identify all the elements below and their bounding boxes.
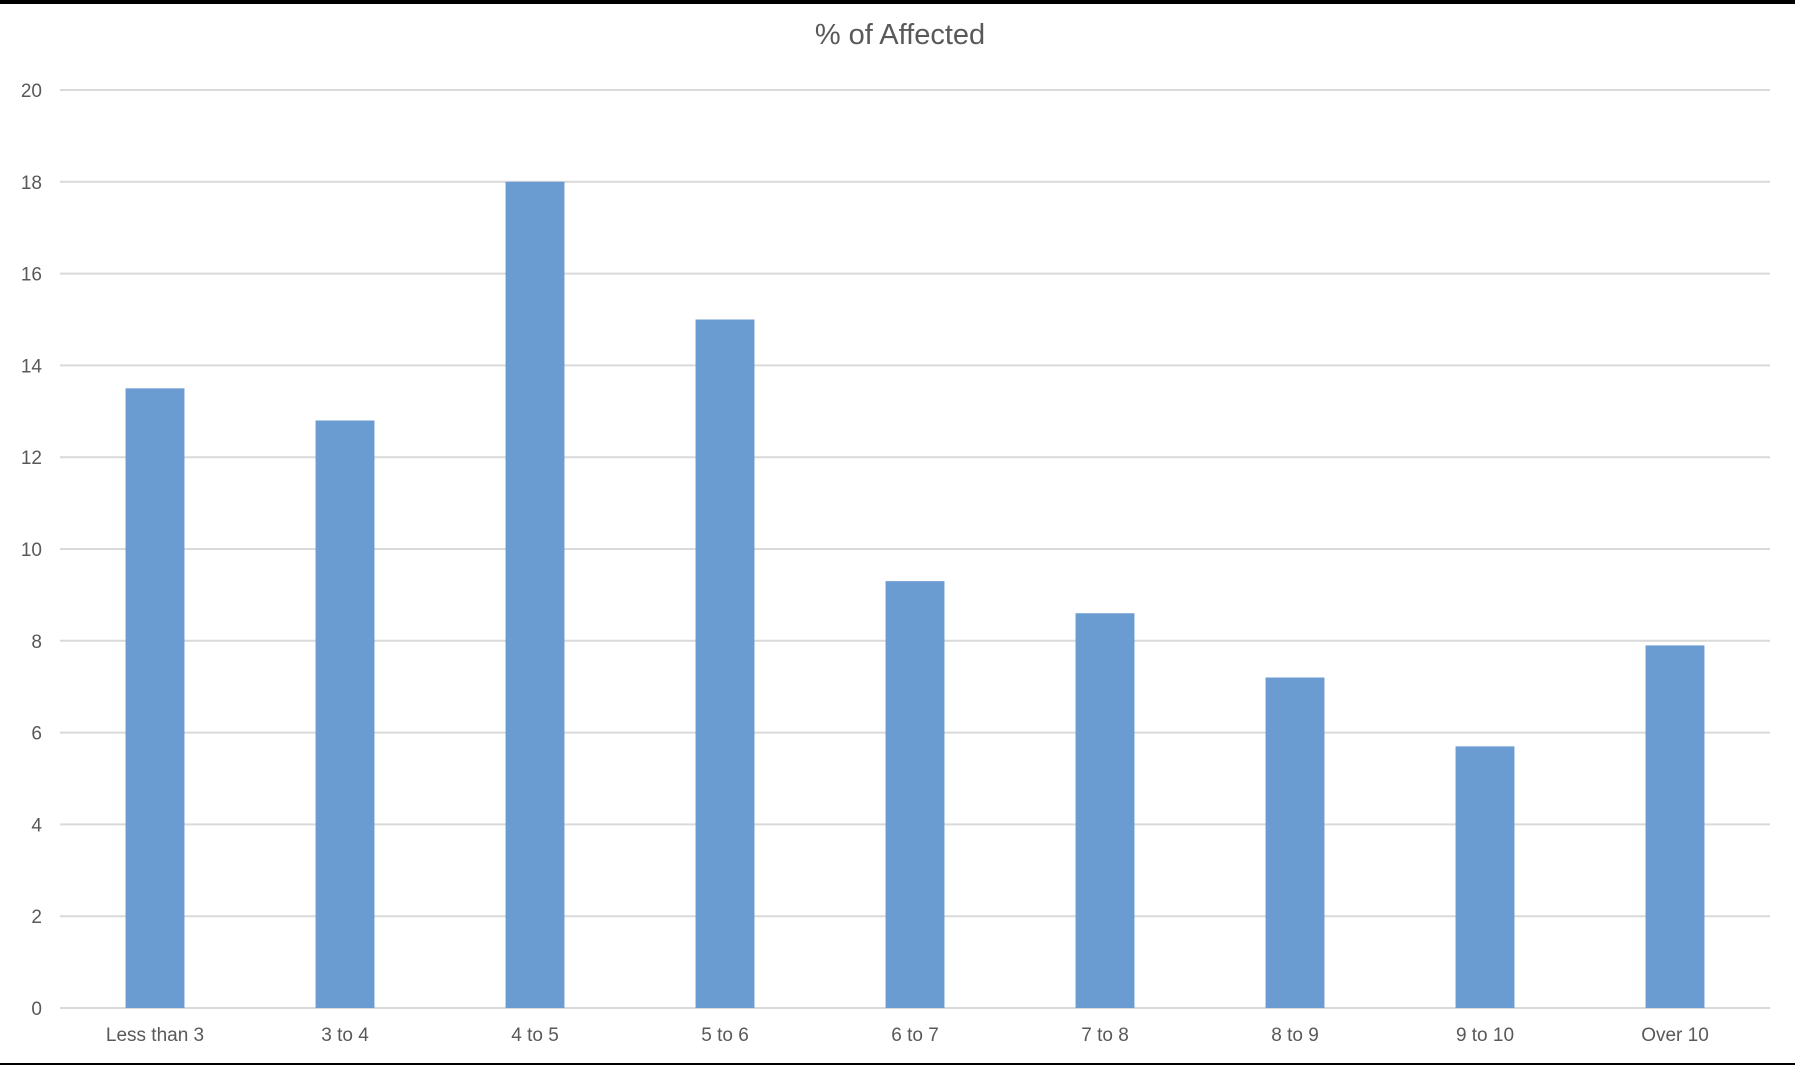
- bar: [1265, 677, 1325, 1008]
- x-tick-label: 5 to 6: [701, 1025, 749, 1046]
- y-tick-label: 20: [21, 81, 42, 102]
- x-axis-labels: Less than 3 3 to 4 4 to 5 5 to 6 6 to 7 7 to …: [106, 1025, 1709, 1046]
- y-tick-label: 6: [31, 724, 42, 745]
- y-tick-label: 8: [31, 632, 42, 653]
- x-tick-label: 9 to 10: [1456, 1025, 1514, 1046]
- y-axis-ticks: 0 2 4 6 8 10 12 14 16 18 20: [21, 81, 43, 1020]
- y-tick-label: 4: [31, 815, 42, 836]
- bar: [1645, 645, 1705, 1008]
- x-tick-label: 6 to 7: [891, 1025, 939, 1046]
- bar: [1455, 746, 1515, 1008]
- y-tick-label: 0: [31, 999, 42, 1020]
- x-tick-label: 4 to 5: [511, 1025, 559, 1046]
- bars: [125, 181, 1705, 1009]
- x-tick-label: Over 10: [1641, 1025, 1709, 1046]
- x-tick-label: 3 to 4: [321, 1025, 369, 1046]
- y-tick-label: 2: [31, 907, 42, 928]
- x-tick-label: Less than 3: [106, 1025, 204, 1046]
- chart-frame: % of Affected 0 2 4 6 8 10 12 14 16 18 20 Less tha…: [0, 4, 1795, 1063]
- bar: [315, 420, 375, 1009]
- bar-chart: % of Affected 0 2 4 6 8 10 12 14 16 18 20 Less tha…: [21, 19, 1770, 1046]
- x-tick-label: 8 to 9: [1271, 1025, 1319, 1046]
- bar: [505, 181, 565, 1009]
- bar: [695, 319, 755, 1008]
- bar: [125, 388, 185, 1009]
- y-tick-label: 16: [21, 265, 42, 286]
- bar: [1075, 613, 1135, 1008]
- y-tick-label: 18: [21, 173, 42, 194]
- chart-title: % of Affected: [815, 19, 985, 51]
- x-tick-label: 7 to 8: [1081, 1025, 1129, 1046]
- y-tick-label: 10: [21, 540, 42, 561]
- y-tick-label: 14: [21, 356, 43, 377]
- y-tick-label: 12: [21, 448, 42, 469]
- bar: [885, 581, 945, 1008]
